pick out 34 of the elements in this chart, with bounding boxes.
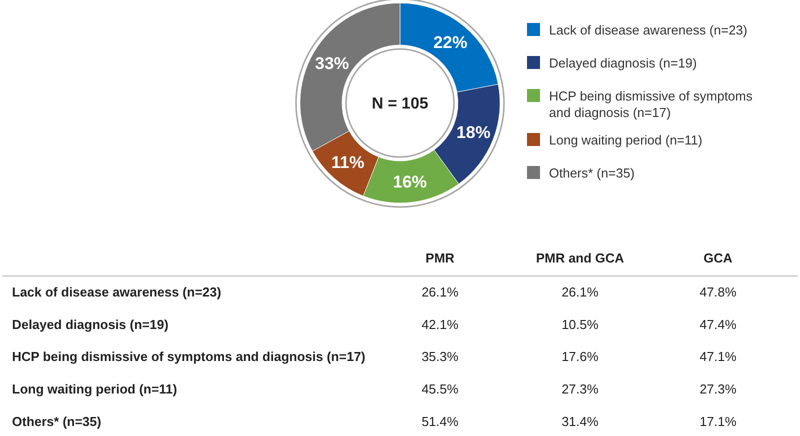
y-tick-label: HCP being dismissive of symptoms and diagnosis (n=17) [12, 349, 366, 364]
x-tick-label: PMR [426, 250, 456, 266]
legend-label: HCP being dismissive of symptoms and diagnosis (n=17) [549, 88, 753, 120]
data-label: 42.1% [422, 316, 459, 332]
data-label: 22% [433, 33, 468, 52]
data-label: 31.4% [562, 414, 599, 429]
data-label: 47.1% [700, 349, 737, 364]
data-label: 45.5% [422, 381, 459, 396]
data-label: 35.3% [422, 349, 459, 364]
data-label: 47.8% [700, 284, 737, 300]
data-label: 17.6% [562, 349, 599, 364]
legend-label: Long waiting period (n=11) [549, 132, 702, 148]
data-label: 10.5% [562, 316, 599, 332]
y-tick-label: Others* (n=35) [12, 414, 102, 429]
data-label: 27.3% [700, 381, 737, 396]
data-label: 18% [456, 123, 490, 142]
legend-label: Lack of disease awareness (n=23) [549, 22, 748, 38]
data-label: 26.1% [422, 284, 459, 300]
data-label: 47.4% [700, 316, 737, 332]
data-label: 51.4% [422, 414, 459, 429]
text: N = 105 [372, 96, 428, 113]
data-label: 11% [331, 153, 364, 172]
legend-label: Delayed diagnosis (n=19) [549, 56, 697, 71]
data-label: 27.3% [562, 381, 599, 396]
data-label: 26.1% [562, 284, 599, 300]
data-label: 17.1% [700, 414, 737, 429]
legend-label: Others* (n=35) [549, 166, 635, 181]
x-tick-label: GCA [704, 250, 734, 266]
y-tick-label: Long waiting period (n=11) [12, 381, 178, 396]
y-tick-label: Delayed diagnosis (n=19) [12, 316, 168, 332]
data-label: 16% [392, 172, 427, 192]
data-label: 33% [314, 54, 350, 73]
x-tick-label: PMR and GCA [536, 250, 625, 266]
y-tick-label: Lack of disease awareness (n=23) [12, 284, 222, 300]
